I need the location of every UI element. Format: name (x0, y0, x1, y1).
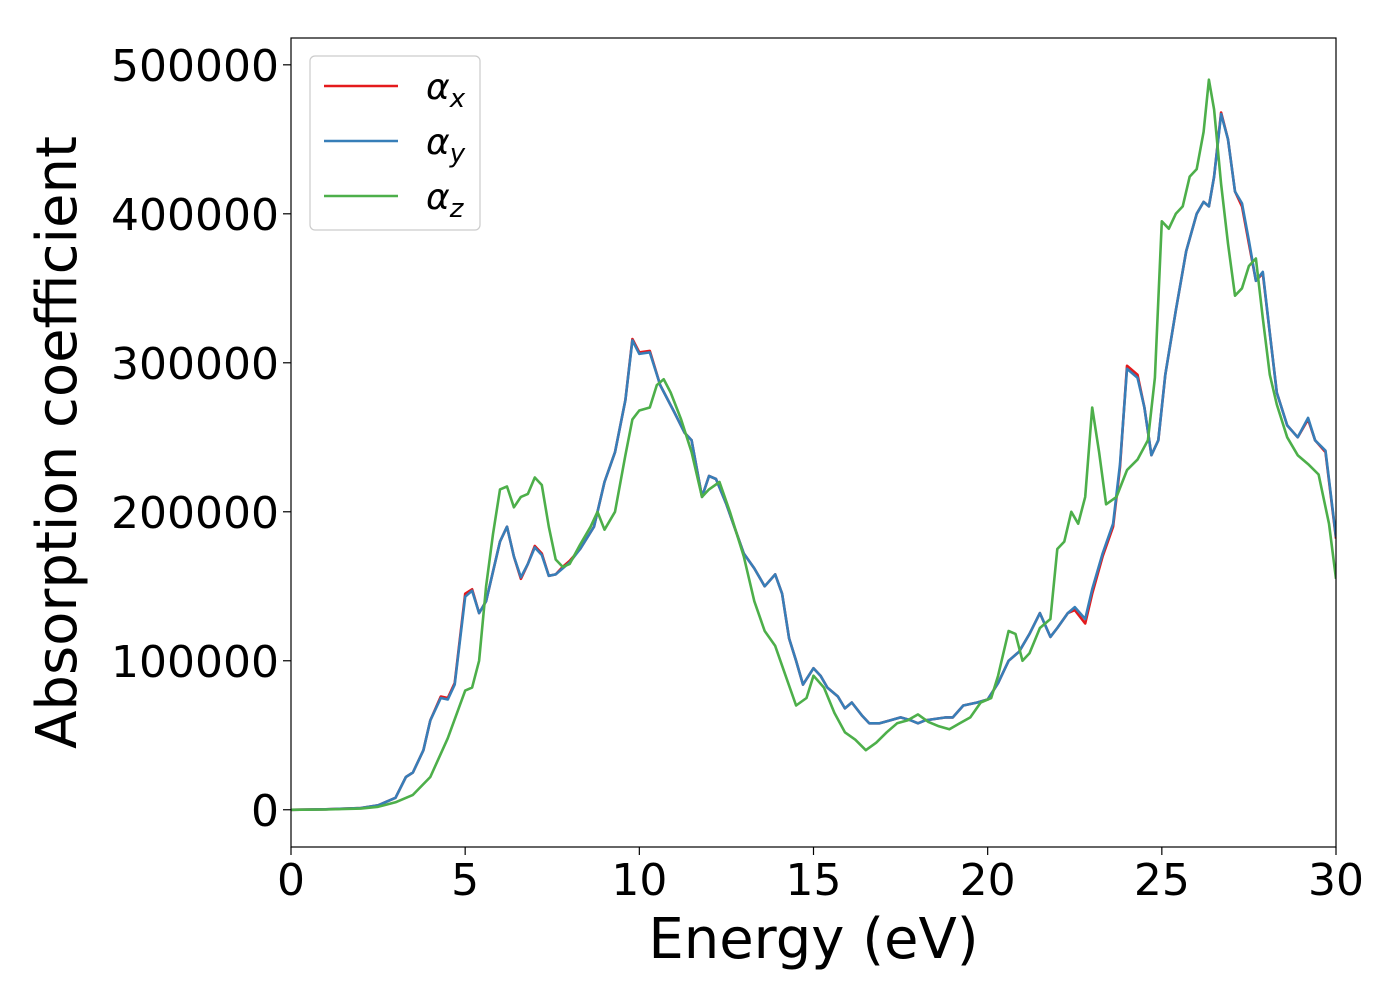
y-tick-label: 200000 (111, 488, 279, 539)
legend-box (309, 55, 481, 231)
y-tick-label: 100000 (111, 637, 279, 688)
x-tick-label: 0 (277, 855, 305, 906)
x-axis: 0 5 10 15 20 25 30 (277, 847, 1364, 906)
x-tick-label: 10 (611, 855, 667, 906)
x-tick-label: 20 (960, 855, 1016, 906)
y-tick-label: 300000 (111, 339, 279, 390)
legend: αx αy αz (309, 55, 481, 231)
x-tick-label: 15 (786, 855, 842, 906)
series-layer (291, 78, 1336, 812)
series-line-z (291, 78, 1336, 812)
series-line-y (291, 112, 1336, 812)
y-axis: 0 100000 200000 300000 400000 500000 (111, 41, 291, 837)
x-axis-label: Energy (eV) (648, 907, 978, 972)
y-axis-label: Absorption coefficient (25, 136, 90, 749)
legend-label-x: αx (426, 67, 466, 114)
x-tick-label: 30 (1308, 855, 1364, 906)
y-tick-label: 400000 (111, 190, 279, 241)
x-tick-label: 5 (451, 855, 479, 906)
y-tick-label: 0 (251, 786, 279, 837)
legend-label-z: αz (426, 177, 465, 224)
legend-label-y: αy (426, 122, 466, 169)
y-tick-label: 500000 (111, 41, 279, 92)
x-tick-label: 25 (1134, 855, 1190, 906)
